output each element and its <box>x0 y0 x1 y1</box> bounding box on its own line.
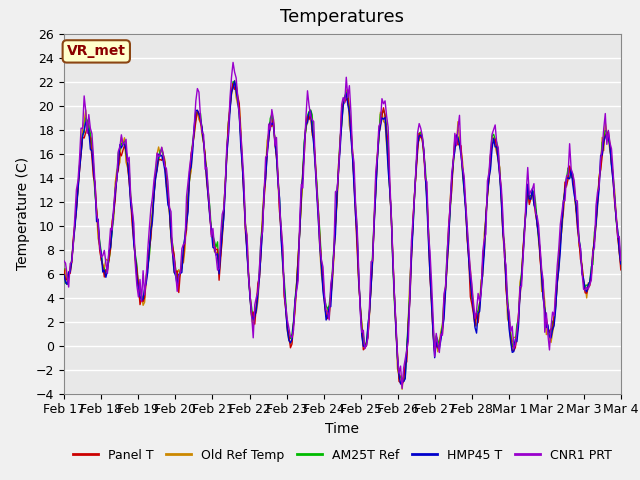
X-axis label: Time: Time <box>325 422 360 436</box>
Legend: Panel T, Old Ref Temp, AM25T Ref, HMP45 T, CNR1 PRT: Panel T, Old Ref Temp, AM25T Ref, HMP45 … <box>68 444 616 467</box>
Y-axis label: Temperature (C): Temperature (C) <box>17 157 30 270</box>
Text: VR_met: VR_met <box>67 44 126 59</box>
Title: Temperatures: Temperatures <box>280 9 404 26</box>
